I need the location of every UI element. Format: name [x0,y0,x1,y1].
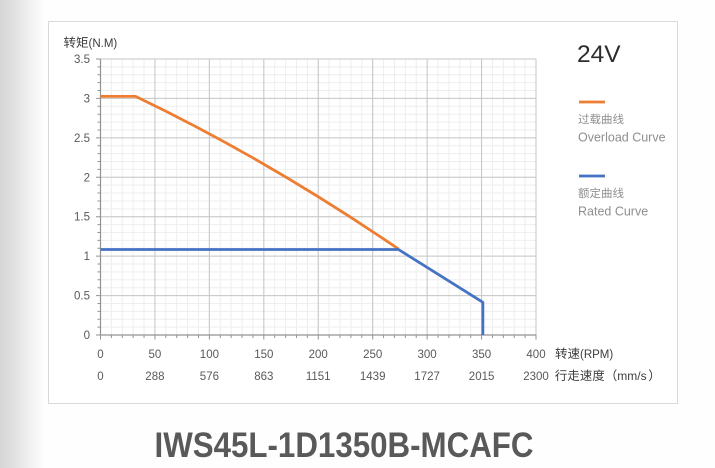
svg-text:200: 200 [309,349,328,361]
svg-text:50: 50 [149,349,162,361]
svg-text:300: 300 [418,349,437,361]
svg-text:250: 250 [363,349,382,361]
svg-text:(RPM): (RPM) [580,349,613,361]
svg-text:350: 350 [472,349,491,361]
svg-text:24V: 24V [577,41,621,68]
svg-text:1439: 1439 [360,371,386,383]
svg-text:1.5: 1.5 [74,212,90,224]
svg-text:0: 0 [84,330,90,342]
svg-text:2015: 2015 [469,371,495,383]
svg-text:0: 0 [97,349,103,361]
svg-text:2.5: 2.5 [74,133,90,145]
svg-text:288: 288 [145,371,164,383]
svg-text:2300: 2300 [523,371,549,383]
svg-text:1727: 1727 [414,371,440,383]
svg-text:100: 100 [200,349,219,361]
svg-text:(N.M): (N.M) [89,38,118,50]
svg-text:IWS45L-1D1350B-MCAFC: IWS45L-1D1350B-MCAFC [155,425,534,465]
svg-text:0.5: 0.5 [74,291,90,303]
svg-text:2: 2 [84,172,90,184]
svg-text:1151: 1151 [306,371,331,383]
svg-text:863: 863 [254,371,273,383]
svg-text:Overload Curve: Overload Curve [578,131,666,145]
svg-text:576: 576 [200,371,219,383]
svg-text:400: 400 [526,349,545,361]
svg-text:3.5: 3.5 [74,54,90,66]
svg-text:mm/s: mm/s [617,369,646,383]
svg-text:3: 3 [84,93,90,105]
svg-text:Rated Curve: Rated Curve [578,205,648,219]
svg-text:0: 0 [97,371,103,383]
svg-text:1: 1 [84,251,90,263]
svg-text:150: 150 [254,349,273,361]
